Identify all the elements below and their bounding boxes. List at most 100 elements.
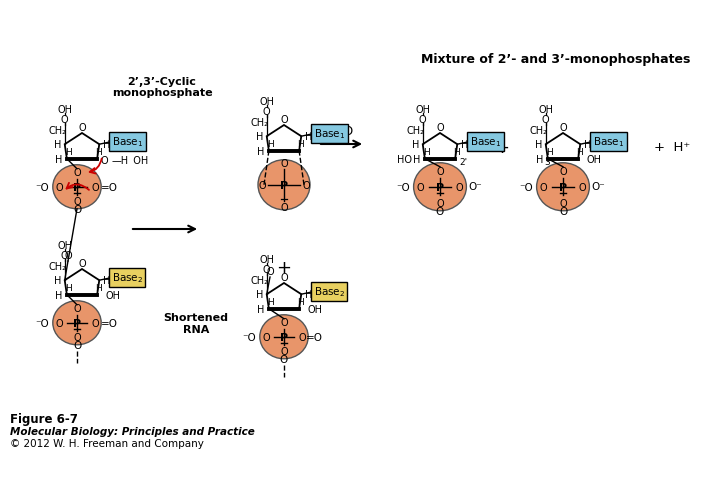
Text: H: H bbox=[55, 290, 63, 300]
Text: H: H bbox=[423, 148, 431, 157]
Ellipse shape bbox=[53, 165, 102, 209]
Text: H: H bbox=[297, 297, 304, 306]
Text: 3': 3' bbox=[544, 158, 552, 167]
Text: H: H bbox=[256, 132, 264, 142]
Text: 2’,3’-Cyclic: 2’,3’-Cyclic bbox=[127, 77, 197, 87]
Text: O: O bbox=[280, 318, 288, 327]
Text: +: + bbox=[276, 259, 292, 276]
Text: Figure 6-7: Figure 6-7 bbox=[10, 413, 78, 426]
Text: Base$_1$: Base$_1$ bbox=[314, 127, 345, 141]
Text: OH: OH bbox=[415, 105, 431, 115]
Text: O: O bbox=[266, 266, 274, 276]
Text: O: O bbox=[436, 198, 444, 208]
Polygon shape bbox=[65, 134, 99, 160]
Text: H: H bbox=[257, 146, 264, 157]
Text: O: O bbox=[55, 318, 63, 328]
Text: —H: —H bbox=[111, 156, 128, 165]
Text: H: H bbox=[413, 154, 420, 164]
Text: O⁻: O⁻ bbox=[591, 182, 605, 191]
Text: monophosphate: monophosphate bbox=[112, 88, 212, 98]
Text: ⁻O: ⁻O bbox=[35, 318, 49, 328]
Text: =O: =O bbox=[101, 318, 118, 328]
Text: O: O bbox=[73, 332, 81, 343]
Text: H: H bbox=[305, 132, 312, 142]
Polygon shape bbox=[546, 134, 580, 160]
Text: CH₂: CH₂ bbox=[251, 118, 269, 128]
Text: O: O bbox=[280, 272, 288, 283]
Text: CH₂: CH₂ bbox=[530, 126, 548, 136]
Text: OH: OH bbox=[105, 290, 120, 300]
Text: O: O bbox=[73, 304, 81, 314]
Text: O: O bbox=[91, 183, 99, 192]
Text: +  H⁺: + H⁺ bbox=[654, 141, 690, 154]
Text: O: O bbox=[436, 167, 444, 177]
Text: Mixture of 2’- and 3’-monophosphates: Mixture of 2’- and 3’-monophosphates bbox=[421, 53, 690, 66]
Text: O: O bbox=[280, 203, 288, 212]
Text: O: O bbox=[64, 250, 72, 261]
Text: OH: OH bbox=[259, 97, 274, 107]
Text: O: O bbox=[91, 318, 99, 328]
Ellipse shape bbox=[260, 315, 308, 359]
Text: =O: =O bbox=[101, 183, 118, 192]
Text: Base$_1$: Base$_1$ bbox=[112, 135, 143, 149]
Text: O: O bbox=[73, 197, 81, 207]
Ellipse shape bbox=[53, 301, 102, 345]
Text: HO: HO bbox=[397, 154, 413, 164]
Text: H: H bbox=[102, 276, 110, 285]
Text: P: P bbox=[280, 332, 288, 342]
Text: O: O bbox=[419, 115, 426, 125]
Text: O: O bbox=[280, 115, 288, 125]
Text: H: H bbox=[268, 298, 274, 306]
Text: O: O bbox=[539, 183, 547, 192]
Text: O: O bbox=[280, 346, 288, 356]
Text: +: + bbox=[495, 139, 510, 157]
Text: H: H bbox=[268, 140, 274, 149]
Text: H: H bbox=[257, 304, 264, 314]
Text: O: O bbox=[436, 123, 444, 133]
Text: H: H bbox=[536, 154, 544, 164]
Text: H: H bbox=[297, 140, 304, 148]
Text: O: O bbox=[456, 183, 464, 192]
Text: H: H bbox=[256, 289, 264, 300]
Text: P: P bbox=[559, 183, 567, 192]
Text: O: O bbox=[100, 156, 108, 165]
Text: H: H bbox=[54, 276, 61, 285]
Text: 2': 2' bbox=[459, 158, 467, 167]
Text: O: O bbox=[280, 159, 288, 168]
Text: H: H bbox=[461, 140, 468, 150]
Text: OH: OH bbox=[539, 105, 553, 115]
Text: O: O bbox=[61, 115, 68, 125]
Text: H: H bbox=[95, 147, 102, 156]
Text: ⁻O: ⁻O bbox=[519, 183, 533, 192]
Text: O: O bbox=[302, 181, 310, 190]
Text: O: O bbox=[559, 123, 567, 133]
Text: O: O bbox=[559, 206, 567, 216]
Ellipse shape bbox=[536, 163, 590, 211]
Text: O: O bbox=[55, 183, 63, 192]
Text: CH₂: CH₂ bbox=[49, 262, 67, 272]
Text: H: H bbox=[412, 140, 420, 150]
Text: H: H bbox=[54, 140, 61, 150]
Text: O: O bbox=[78, 123, 86, 133]
Text: O: O bbox=[436, 206, 444, 216]
Text: O: O bbox=[559, 198, 567, 208]
Text: Base$_2$: Base$_2$ bbox=[112, 271, 143, 285]
Text: O: O bbox=[73, 340, 81, 350]
Text: O: O bbox=[579, 183, 587, 192]
Text: Molecular Biology: Principles and Practice: Molecular Biology: Principles and Practi… bbox=[10, 426, 255, 436]
Text: OH: OH bbox=[586, 154, 601, 164]
Text: O: O bbox=[280, 354, 288, 364]
Text: O: O bbox=[542, 115, 549, 125]
Polygon shape bbox=[423, 134, 457, 160]
Text: O: O bbox=[416, 183, 424, 192]
Text: H: H bbox=[95, 283, 102, 292]
Text: O: O bbox=[73, 168, 81, 178]
Text: H: H bbox=[535, 140, 542, 150]
Text: H: H bbox=[546, 148, 553, 157]
Text: O: O bbox=[262, 332, 270, 342]
Text: H: H bbox=[102, 140, 110, 150]
Text: O: O bbox=[559, 167, 567, 177]
Text: =O: =O bbox=[306, 332, 323, 342]
Text: Base$_1$: Base$_1$ bbox=[593, 135, 624, 149]
Text: Base$_1$: Base$_1$ bbox=[469, 135, 501, 149]
